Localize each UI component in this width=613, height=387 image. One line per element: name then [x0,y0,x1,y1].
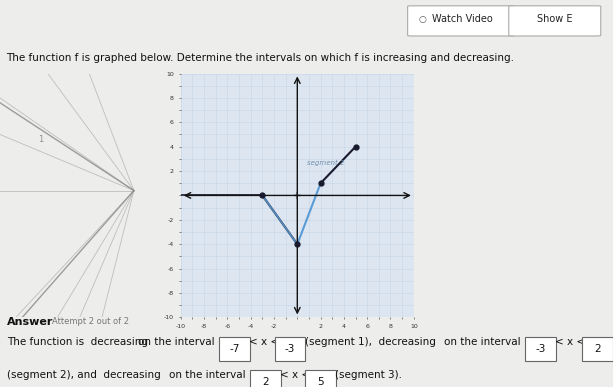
FancyBboxPatch shape [582,337,613,361]
Text: Watch Video: Watch Video [432,14,493,24]
FancyBboxPatch shape [250,370,281,387]
Text: 1: 1 [38,135,44,144]
Text: 2: 2 [595,344,601,354]
FancyBboxPatch shape [408,6,515,36]
FancyBboxPatch shape [305,370,336,387]
Text: < x <: < x < [555,337,585,347]
Text: The function f is graphed below. Determine the intervals on which f is increasin: The function f is graphed below. Determi… [6,53,514,63]
FancyBboxPatch shape [275,337,305,361]
FancyBboxPatch shape [219,337,250,361]
Text: 5: 5 [318,377,324,387]
Text: Show E: Show E [537,14,573,24]
Text: on the interval: on the interval [444,337,520,347]
Text: 2: 2 [262,377,268,387]
Text: on the interval: on the interval [169,370,245,380]
Text: (segment 1),  decreasing: (segment 1), decreasing [305,337,435,347]
Text: -3: -3 [285,344,295,354]
Text: Attempt 2 out of 2: Attempt 2 out of 2 [52,317,129,326]
Text: (segment 3).: (segment 3). [335,370,402,380]
Text: on the interval: on the interval [138,337,215,347]
FancyBboxPatch shape [509,6,601,36]
Text: -7: -7 [230,344,240,354]
Text: Answer: Answer [7,317,54,327]
FancyBboxPatch shape [525,337,556,361]
Text: < x <: < x < [249,337,279,347]
Text: segment 2: segment 2 [306,160,344,166]
Text: ○: ○ [418,15,426,24]
Text: The function is  decreasing: The function is decreasing [7,337,148,347]
Text: -3: -3 [536,344,546,354]
Text: (segment 2), and  decreasing: (segment 2), and decreasing [7,370,161,380]
Text: < x <: < x < [280,370,310,380]
